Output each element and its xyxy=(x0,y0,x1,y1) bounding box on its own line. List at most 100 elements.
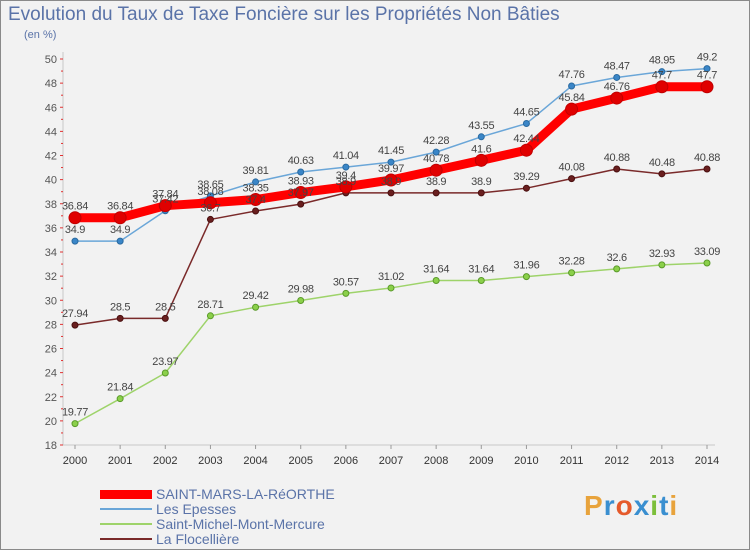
data-point-la-flocelliere xyxy=(432,189,440,197)
x-tick-label: 2014 xyxy=(695,455,719,467)
data-label-les-epesses: 42.28 xyxy=(423,135,449,147)
data-point-saint-mars xyxy=(429,163,443,177)
data-label-saint-mars: 38.93 xyxy=(288,176,314,188)
legend-swatch-les-epesses xyxy=(100,508,152,510)
data-point-les-epesses xyxy=(252,178,260,186)
legend-item-saint-michel: Saint-Michel-Mont-Mercure xyxy=(100,516,325,532)
x-tick-label: 2000 xyxy=(63,455,87,467)
data-label-les-epesses: 44.65 xyxy=(513,107,539,119)
data-point-la-flocelliere xyxy=(703,165,711,173)
data-point-la-flocelliere xyxy=(116,314,124,322)
data-label-saint-mars: 47.7 xyxy=(652,70,672,82)
x-tick-label: 2005 xyxy=(288,455,312,467)
data-point-la-flocelliere xyxy=(387,189,395,197)
data-label-la-flocelliere: 40.88 xyxy=(694,152,720,164)
data-label-saint-mars: 39.4 xyxy=(336,170,356,182)
x-tick-label: 2003 xyxy=(198,455,222,467)
y-tick-label: 18 xyxy=(45,440,57,452)
y-tick-label: 28 xyxy=(45,319,57,331)
data-point-saint-michel xyxy=(613,265,621,273)
data-label-les-epesses: 38.65 xyxy=(197,179,223,191)
data-label-les-epesses: 41.45 xyxy=(378,145,404,157)
data-point-la-flocelliere xyxy=(71,321,79,329)
data-label-saint-mars: 40.78 xyxy=(423,153,449,165)
data-label-saint-michel: 31.96 xyxy=(513,260,539,272)
data-point-les-epesses xyxy=(522,120,530,128)
data-point-les-epesses xyxy=(658,68,666,76)
y-tick-label: 42 xyxy=(45,151,57,163)
x-tick-label: 2011 xyxy=(560,455,584,467)
data-label-les-epesses: 40.63 xyxy=(288,155,314,167)
data-label-saint-mars: 41.6 xyxy=(471,143,491,155)
data-label-saint-michel: 28.71 xyxy=(197,299,223,311)
data-label-la-flocelliere: 38.9 xyxy=(381,176,401,188)
data-label-la-flocelliere: 27.94 xyxy=(62,308,88,320)
data-point-saint-michel xyxy=(387,284,395,292)
logo-letter: i xyxy=(669,490,679,521)
data-label-saint-mars: 36.84 xyxy=(107,201,133,213)
data-label-les-epesses: 48.47 xyxy=(604,60,630,72)
logo-letter: t xyxy=(659,490,670,521)
legend-swatch-saint-mars xyxy=(100,489,152,499)
data-point-saint-michel xyxy=(252,303,260,311)
legend-label-saint-mars: SAINT-MARS-LA-RéORTHE xyxy=(156,486,335,502)
data-label-saint-michel: 32.28 xyxy=(559,256,585,268)
legend-item-saint-mars: SAINT-MARS-LA-RéORTHE xyxy=(100,486,335,502)
data-label-la-flocelliere: 28.5 xyxy=(110,301,130,313)
data-label-les-epesses: 34.9 xyxy=(110,224,130,236)
data-label-les-epesses: 37.42 xyxy=(152,194,178,206)
y-tick-label: 26 xyxy=(45,344,57,356)
data-label-saint-michel: 31.02 xyxy=(378,271,404,283)
data-point-saint-mars xyxy=(113,211,127,225)
data-point-saint-mars xyxy=(565,102,579,116)
data-point-saint-michel xyxy=(703,259,711,267)
x-tick-label: 2001 xyxy=(108,455,132,467)
data-point-la-flocelliere xyxy=(658,170,666,178)
y-tick-label: 34 xyxy=(45,247,57,259)
data-point-saint-mars xyxy=(339,180,353,194)
data-point-saint-mars xyxy=(700,80,714,94)
data-point-les-epesses xyxy=(387,158,395,166)
data-point-saint-michel xyxy=(568,269,576,277)
data-label-la-flocelliere: 37.4 xyxy=(245,194,265,206)
data-label-saint-michel: 30.57 xyxy=(333,276,359,288)
x-tick-label: 2002 xyxy=(153,455,177,467)
data-label-les-epesses: 39.81 xyxy=(243,165,269,177)
data-point-saint-mars xyxy=(610,91,624,105)
logo-letter: x xyxy=(633,490,651,521)
data-point-saint-mars xyxy=(203,196,217,210)
data-label-les-epesses: 47.76 xyxy=(559,69,585,81)
y-tick-label: 48 xyxy=(45,78,57,90)
data-label-la-flocelliere: 40.88 xyxy=(604,152,630,164)
data-point-saint-mars xyxy=(249,193,263,207)
data-point-les-epesses xyxy=(477,133,485,141)
data-point-les-epesses xyxy=(613,73,621,81)
data-label-la-flocelliere: 40.08 xyxy=(559,162,585,174)
data-label-saint-mars: 45.84 xyxy=(559,92,585,104)
x-tick-label: 2013 xyxy=(650,455,674,467)
y-tick-label: 40 xyxy=(45,175,57,187)
legend-label-les-epesses: Les Epesses xyxy=(156,501,237,517)
data-point-les-epesses xyxy=(703,65,711,73)
x-tick-label: 2007 xyxy=(379,455,403,467)
data-point-saint-michel xyxy=(116,395,124,403)
data-label-la-flocelliere: 36.7 xyxy=(200,202,220,214)
data-label-la-flocelliere: 39.29 xyxy=(513,171,539,183)
data-point-saint-mars xyxy=(68,211,82,225)
data-point-saint-michel xyxy=(432,276,440,284)
data-point-saint-michel xyxy=(71,420,79,428)
x-tick-label: 2010 xyxy=(514,455,538,467)
logo-letter: P xyxy=(584,490,604,521)
data-label-la-flocelliere: 28.5 xyxy=(155,301,175,313)
data-point-saint-mars xyxy=(519,143,533,157)
data-label-la-flocelliere: 40.48 xyxy=(649,157,675,169)
data-label-les-epesses: 49.2 xyxy=(697,52,717,64)
data-label-saint-mars: 47.7 xyxy=(697,70,717,82)
data-label-saint-michel: 19.77 xyxy=(62,407,88,419)
data-point-saint-michel xyxy=(206,312,214,320)
data-point-saint-michel xyxy=(161,369,169,377)
data-label-saint-michel: 31.64 xyxy=(423,263,449,275)
data-label-saint-mars: 36.84 xyxy=(62,201,88,213)
data-label-saint-michel: 33.09 xyxy=(694,246,720,258)
data-label-saint-michel: 32.93 xyxy=(649,248,675,260)
